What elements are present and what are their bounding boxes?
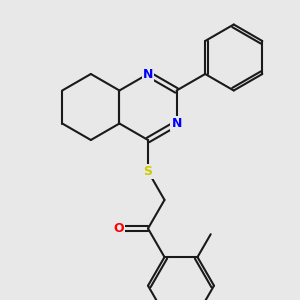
Text: O: O [113,222,124,235]
Text: N: N [143,68,153,80]
Text: N: N [171,117,182,130]
Text: S: S [143,165,152,178]
